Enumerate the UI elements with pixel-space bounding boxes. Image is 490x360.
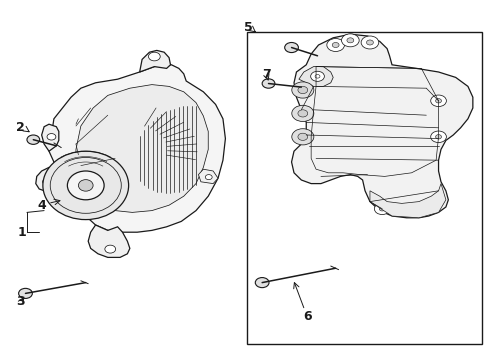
Text: 3: 3 <box>16 295 25 308</box>
Circle shape <box>332 42 339 48</box>
Ellipse shape <box>78 180 93 191</box>
Circle shape <box>342 34 359 47</box>
Ellipse shape <box>50 158 121 213</box>
Text: 4: 4 <box>37 199 46 212</box>
Circle shape <box>311 71 324 81</box>
Circle shape <box>255 278 269 288</box>
Circle shape <box>298 133 308 140</box>
Polygon shape <box>140 50 171 72</box>
Polygon shape <box>370 184 446 218</box>
Circle shape <box>27 135 40 144</box>
Ellipse shape <box>292 129 314 145</box>
Polygon shape <box>42 124 59 151</box>
Circle shape <box>374 203 390 215</box>
Polygon shape <box>292 34 473 218</box>
Circle shape <box>327 39 344 51</box>
Circle shape <box>262 79 275 88</box>
Text: 7: 7 <box>262 68 271 81</box>
Text: 6: 6 <box>303 310 312 323</box>
Circle shape <box>105 245 116 253</box>
Circle shape <box>367 40 373 45</box>
Polygon shape <box>36 167 60 192</box>
Circle shape <box>43 179 51 185</box>
Polygon shape <box>88 225 130 257</box>
Circle shape <box>379 207 385 211</box>
Circle shape <box>361 36 379 49</box>
Circle shape <box>47 134 56 140</box>
Text: 5: 5 <box>244 21 253 34</box>
Polygon shape <box>76 85 208 212</box>
Polygon shape <box>299 67 333 86</box>
Circle shape <box>148 52 160 61</box>
Circle shape <box>436 135 441 139</box>
Circle shape <box>19 288 32 298</box>
Ellipse shape <box>43 151 128 220</box>
Circle shape <box>298 86 308 94</box>
Circle shape <box>315 75 320 78</box>
Polygon shape <box>49 65 225 232</box>
Text: 2: 2 <box>16 121 25 134</box>
Circle shape <box>431 131 446 143</box>
Circle shape <box>347 38 354 43</box>
Ellipse shape <box>292 105 314 121</box>
Circle shape <box>285 42 298 53</box>
Ellipse shape <box>292 82 314 98</box>
Polygon shape <box>198 169 218 184</box>
Ellipse shape <box>67 171 104 200</box>
Circle shape <box>436 99 441 103</box>
Circle shape <box>431 95 446 107</box>
Circle shape <box>298 110 308 117</box>
Text: 1: 1 <box>17 226 26 239</box>
Circle shape <box>205 175 212 180</box>
Bar <box>247 32 482 344</box>
